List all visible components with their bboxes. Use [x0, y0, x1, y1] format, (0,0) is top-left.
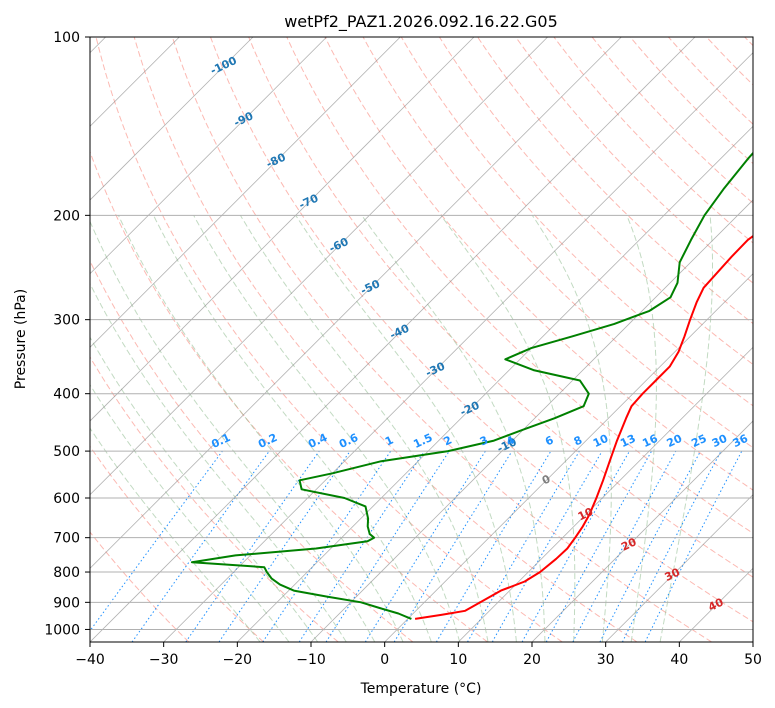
- x-axis: −40 −30 −20 −10 0 10 20 30 40 50: [75, 642, 762, 668]
- y-tick-label: 700: [53, 531, 80, 547]
- mixing-ratio-line: [644, 450, 743, 642]
- moist-adiabat: [440, 215, 576, 642]
- isotherm: [310, 199, 753, 642]
- dry-adiabat: [90, 445, 264, 642]
- mixing-ratio-label: 25: [689, 432, 708, 450]
- dewpoint-line: [190, 151, 753, 620]
- dry-adiabat: [400, 37, 753, 407]
- mixing-ratio-line: [545, 450, 653, 642]
- x-tick-label: 50: [744, 652, 762, 668]
- isotherm-label: 10: [576, 505, 596, 523]
- mixing-ratio-line: [262, 450, 392, 642]
- dry-adiabat: [248, 37, 753, 578]
- isotherm-label: 40: [706, 595, 726, 613]
- moist-adiabat: [90, 282, 347, 642]
- isotherm: [90, 37, 696, 642]
- x-tick-label: −20: [223, 652, 253, 668]
- dry-adiabat: [210, 37, 753, 623]
- y-axis-label: Pressure (hPa): [13, 289, 29, 389]
- mixing-ratio-line: [131, 450, 270, 642]
- isotherm-label: 30: [663, 565, 683, 583]
- isotherm: [237, 125, 753, 642]
- moist-adiabat: [90, 336, 319, 642]
- x-tick-label: −10: [296, 652, 326, 668]
- dry-adiabat: [95, 37, 563, 642]
- mixing-ratio-label: 30: [710, 432, 730, 450]
- x-tick-label: 20: [523, 652, 541, 668]
- mixing-ratio-line: [218, 450, 351, 642]
- x-tick-label: −40: [75, 652, 105, 668]
- isotherm: [163, 52, 753, 642]
- x-tick-label: 0: [380, 652, 389, 668]
- mixing-ratio-label: 16: [640, 432, 660, 450]
- isotherm: [531, 420, 753, 642]
- isotherm: [90, 37, 327, 275]
- y-tick-label: 100: [53, 30, 80, 46]
- temperature-line: [414, 234, 753, 620]
- x-tick-label: 30: [597, 652, 615, 668]
- y-tick-label: 200: [53, 208, 80, 224]
- y-tick-label: 400: [53, 387, 80, 403]
- dry-adiabat: [171, 37, 712, 642]
- moist-adiabat: [193, 215, 461, 642]
- moist-adiabat: [90, 220, 376, 642]
- isotherm: [90, 37, 622, 569]
- mixing-ratio-line: [393, 450, 513, 642]
- isotherm: [90, 37, 254, 201]
- isotherm: [90, 37, 548, 496]
- dry-adiabat: [133, 37, 638, 642]
- isotherm-label: 20: [619, 535, 639, 553]
- isotherm: [384, 273, 753, 642]
- y-tick-label: 500: [53, 444, 80, 460]
- y-tick-label: 900: [53, 595, 80, 611]
- moist-adiabat: [239, 215, 489, 642]
- y-tick-label: 300: [53, 313, 80, 329]
- moist-adiabat: [117, 215, 404, 642]
- plot-frame: [89, 36, 754, 643]
- moist-adiabat: [659, 215, 713, 642]
- mixing-ratio-label: 36: [731, 432, 751, 450]
- chart-title: wetPf2_PAZ1.2026.092.16.22.G05: [284, 12, 558, 32]
- moist-adiabat: [153, 215, 432, 642]
- moist-adiabat: [90, 383, 290, 642]
- y-tick-label: 1000: [44, 622, 80, 638]
- mixing-ratio-line: [298, 450, 425, 642]
- dry-adiabat: [438, 37, 753, 366]
- moist-adiabat: [361, 215, 546, 642]
- profile-lines: [190, 151, 753, 620]
- mixing-ratio-line: [325, 450, 450, 642]
- dry-adiabat: [90, 356, 339, 642]
- moist-adiabat: [90, 427, 261, 642]
- mixing-ratio-label: 20: [665, 432, 685, 450]
- mixing-ratio-line: [572, 450, 677, 642]
- moist-adiabat: [531, 215, 612, 642]
- x-axis-label: Temperature (°C): [360, 681, 482, 697]
- dry-adiabat: [90, 150, 488, 642]
- mixing-ratio-line: [185, 450, 320, 642]
- background-lines: [90, 37, 753, 642]
- x-tick-label: −30: [149, 652, 179, 668]
- mixing-ratio-line: [90, 450, 223, 632]
- dry-adiabat: [515, 37, 753, 284]
- moist-adiabat: [295, 215, 517, 642]
- isotherm: [605, 494, 753, 642]
- mixing-ratio-line: [521, 450, 630, 642]
- isotherm: [90, 37, 401, 348]
- y-tick-label: 800: [53, 565, 80, 581]
- y-tick-label: 600: [53, 491, 80, 507]
- isotherm: [458, 346, 753, 642]
- isotherm: [90, 37, 475, 422]
- mixing-ratio-label: 10: [591, 432, 611, 450]
- x-tick-label: 10: [449, 652, 467, 668]
- mixing-ratio-label: 13: [618, 432, 637, 450]
- dry-adiabat: [90, 531, 190, 642]
- y-axis: 100 200 300 400 500 600 700 800 900 1000: [44, 30, 90, 638]
- moist-adiabat: [626, 215, 657, 642]
- x-tick-label: 40: [670, 652, 688, 668]
